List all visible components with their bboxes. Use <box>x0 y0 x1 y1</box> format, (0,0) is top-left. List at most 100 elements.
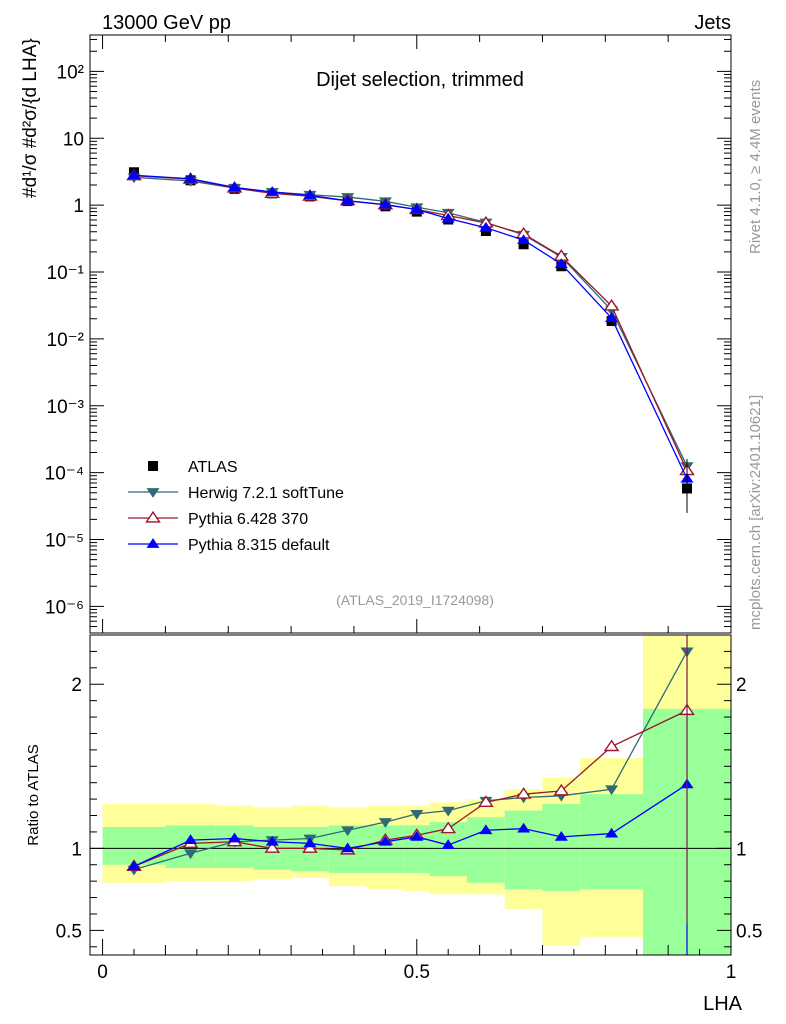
ratio-point-herwig-7-2-1-softtune <box>605 785 619 796</box>
main-y-tick-label: 10⁻⁶ <box>45 597 84 618</box>
main-panel-frame <box>89 34 732 634</box>
data-point-pythia-8-315-default <box>479 221 493 232</box>
legend-label: Herwig 7.2.1 softTune <box>188 485 344 502</box>
ratio-point-pythia-6-428-370 <box>553 783 570 796</box>
data-point-pythia-8-315-default <box>605 312 619 322</box>
ratio-point-pythia-6-428-370 <box>603 739 620 752</box>
ratio-point-herwig-7-2-1-softtune <box>441 806 455 817</box>
main-y-tick-label: 1 <box>73 196 84 217</box>
main-y-tick-label: 10⁻¹ <box>47 263 85 284</box>
legend-label: Pythia 8.315 default <box>188 537 330 554</box>
ratio-series-pythia-8-315-default <box>127 778 694 871</box>
data-point-pythia-8-315-default <box>441 212 455 223</box>
series-atlas <box>128 167 693 494</box>
x-tick-label: 0.5 <box>404 962 430 983</box>
band-inner-bin <box>542 804 581 891</box>
data-point-pythia-8-315-default <box>341 194 355 205</box>
ratio-line-pythia-6-428-370 <box>133 709 688 867</box>
ratio-point-pythia-8-315-default <box>228 832 242 843</box>
data-point-pythia-8-315-default <box>517 234 531 245</box>
ratio-point-pythia-8-315-default <box>479 824 493 835</box>
data-point-atlas <box>518 239 529 250</box>
series-line-herwig-7-2-1-softtune <box>133 176 688 467</box>
data-point-pythia-8-315-default <box>378 198 392 209</box>
legend-marker <box>148 461 158 471</box>
ratio-panel-frame <box>89 634 732 956</box>
ratio-point-pythia-6-428-370 <box>440 821 457 834</box>
data-point-pythia-8-315-default <box>127 169 141 180</box>
series-line-pythia-6-428-370 <box>133 175 688 471</box>
legend-marker <box>146 488 160 498</box>
analysis-label: (ATLAS_2019_I1724098) <box>336 592 494 608</box>
ratio-point-pythia-8-315-default <box>554 830 568 841</box>
series-pythia-8-315-default <box>127 169 694 483</box>
ratio-point-pythia-8-315-default <box>605 827 619 838</box>
x-tick-label: 1 <box>726 962 737 983</box>
ratio-uncertainty-bands <box>90 635 731 955</box>
legend-item-pythia-8-315-default: Pythia 8.315 default <box>128 537 330 554</box>
ratio-y-tick-label-right: 0.5 <box>736 921 762 942</box>
main-y-tick-label: 10⁻² <box>47 330 85 351</box>
ratio-panel-series <box>126 635 695 955</box>
ratio-point-pythia-8-315-default <box>341 842 355 853</box>
main-y-tick-label: 10⁻⁴ <box>45 464 84 485</box>
legend-marker <box>145 510 161 523</box>
data-point-pythia-8-315-default <box>184 172 198 183</box>
mcplots-reference-label: mcplots.cern.ch [arXiv:2401.10621] <box>747 395 764 630</box>
band-inner-bin <box>366 825 405 873</box>
legend-marker <box>146 538 160 548</box>
chart-title: Dijet selection, trimmed <box>316 69 524 91</box>
ratio-point-herwig-7-2-1-softtune <box>341 826 355 837</box>
data-point-pythia-8-315-default <box>554 258 568 268</box>
ratio-point-pythia-6-428-370 <box>302 841 318 853</box>
ratio-point-herwig-7-2-1-softtune <box>184 849 198 860</box>
band-inner-bin <box>504 810 543 890</box>
ratio-y-tick-label: 0.5 <box>56 921 82 942</box>
x-tick-label: 0 <box>97 962 108 983</box>
legend: ATLAS Herwig 7.2.1 softTune Pythia 6.428 3… <box>128 459 344 554</box>
main-panel-axes: 10⁻⁶ 10⁻⁵ 10⁻⁴ 10⁻³ 10⁻² 10⁻¹ 1 10 10² <box>45 35 732 634</box>
ratio-point-pythia-8-315-default <box>410 830 424 841</box>
legend-item-pythia-6-428-370: Pythia 6.428 370 <box>128 510 308 528</box>
ratio-y-tick-label: 1 <box>71 839 82 860</box>
ratio-y-tick-label-right: 1 <box>736 839 747 860</box>
ratio-point-herwig-7-2-1-softtune <box>378 818 392 828</box>
main-panel-series <box>126 167 695 513</box>
ratio-panel-axes: 0.5 0.5 1 1 2 2 0 0.5 1 <box>56 650 762 983</box>
ratio-line-herwig-7-2-1-softtune <box>133 651 688 871</box>
data-point-pythia-8-315-default <box>410 203 424 214</box>
x-axis-label: LHA <box>703 993 743 1015</box>
data-point-pythia-8-315-default <box>228 181 242 192</box>
ratio-y-tick-label: 2 <box>71 675 82 696</box>
legend-item-atlas: ATLAS <box>148 459 238 476</box>
data-point-pythia-8-315-default <box>265 186 279 196</box>
ratio-y-axis-label: Ratio to ATLAS <box>25 744 42 845</box>
ratio-point-pythia-6-428-370 <box>478 795 494 807</box>
ratio-y-tick-label-right: 2 <box>736 675 747 696</box>
header-left: 13000 GeV pp <box>102 12 231 34</box>
data-point-pythia-6-428-370 <box>603 298 620 311</box>
legend-label: ATLAS <box>188 459 238 476</box>
band-inner-bin <box>580 794 644 890</box>
ratio-point-pythia-8-315-default <box>127 860 141 871</box>
main-y-tick-label: 10⁻³ <box>47 397 85 418</box>
main-y-tick-label: 10² <box>57 62 84 83</box>
ratio-line-pythia-8-315-default <box>133 783 688 867</box>
legend-label: Pythia 6.428 370 <box>188 511 308 528</box>
ratio-point-pythia-6-428-370 <box>264 841 281 853</box>
ratio-point-pythia-8-315-default <box>441 839 455 849</box>
legend-item-herwig-7-2-1-softtune: Herwig 7.2.1 softTune <box>128 485 344 502</box>
main-y-axis-label: #d¹/σ #d²σ/{d LHA} <box>20 38 41 198</box>
rivet-version-label: Rivet 4.1.0, ≥ 4.4M events <box>747 80 764 254</box>
data-point-pythia-8-315-default <box>303 189 317 200</box>
ratio-point-pythia-8-315-default <box>265 835 279 846</box>
ratio-point-pythia-6-428-370 <box>515 787 532 799</box>
ratio-point-pythia-8-315-default <box>517 822 531 833</box>
ratio-point-pythia-8-315-default <box>303 837 317 848</box>
band-inner-bin <box>102 827 166 865</box>
ratio-point-pythia-8-315-default <box>184 834 198 845</box>
ratio-point-pythia-8-315-default <box>378 835 392 846</box>
header-right: Jets <box>694 12 731 34</box>
main-y-tick-label: 10 <box>63 129 84 150</box>
